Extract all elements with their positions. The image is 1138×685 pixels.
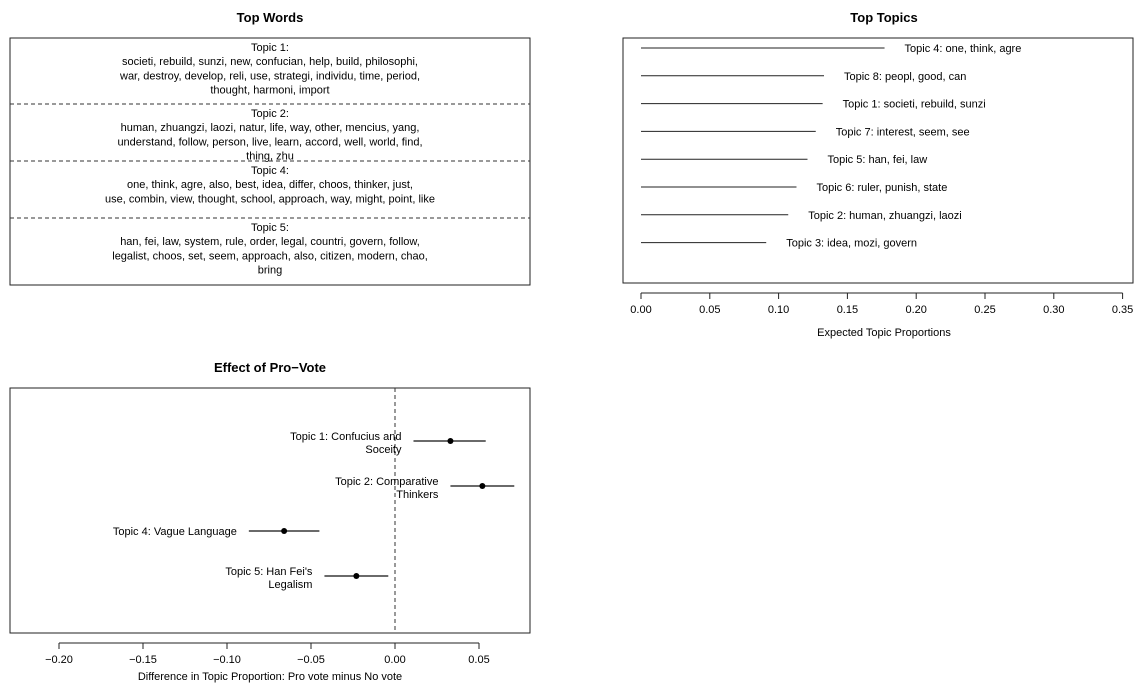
x-tick-label: −0.10 xyxy=(213,654,241,666)
effect-topic-label: Topic 1: Confucius and xyxy=(290,431,401,443)
effect-x-label: Difference in Topic Proportion: Pro vote… xyxy=(138,671,402,683)
x-tick-label: 0.30 xyxy=(1043,304,1064,316)
topic-proportion-label: Topic 7: interest, seem, see xyxy=(836,126,970,138)
topic-word-line: legalist, choos, set, seem, approach, al… xyxy=(112,250,428,262)
x-tick-label: 0.00 xyxy=(630,304,651,316)
top-words-title: Top Words xyxy=(237,10,304,25)
x-tick-label: 0.15 xyxy=(837,304,858,316)
top-words-list: Topic 1: societi, rebuild, sunzi, new, co… xyxy=(10,42,530,277)
top-topics-x-axis: 0.00 0.05 0.10 0.15 0.20 0.25 0.30 0.35 xyxy=(630,292,1133,316)
topic-proportion-label: Topic 5: han, fei, law xyxy=(827,154,927,166)
top-words-panel: Top Words Topic 1: societi, rebuild, sunz… xyxy=(9,10,531,286)
x-tick-label: 0.00 xyxy=(384,654,405,666)
topic-word-line: han, fei, law, system, rule, order, lega… xyxy=(120,236,420,248)
effect-topic-label: Topic 2: Comparative xyxy=(335,476,438,488)
topic-word-heading: Topic 2: xyxy=(251,108,289,120)
topic-word-heading: Topic 4: xyxy=(251,165,289,177)
x-tick-label: 0.05 xyxy=(468,654,489,666)
topic-proportion-label: Topic 8: peopl, good, can xyxy=(844,71,966,83)
topic-word-line: use, combin, view, thought, school, appr… xyxy=(105,193,435,205)
top-topics-frame xyxy=(622,37,1134,284)
effect-point-estimate xyxy=(479,483,486,489)
topic-word-line: thing, zhu xyxy=(246,151,294,163)
effect-point-estimate xyxy=(447,438,454,444)
topic-word-heading: Topic 1: xyxy=(251,42,289,54)
effect-frame xyxy=(9,387,531,634)
effect-point-estimate xyxy=(353,573,360,579)
top-topics-bars: Topic 4: one, think, agre Topic 8: peopl,… xyxy=(641,43,1021,250)
topic-word-line: thought, harmoni, import xyxy=(210,85,329,97)
topic-proportion-label: Topic 1: societi, rebuild, sunzi xyxy=(843,99,986,111)
x-tick-label: −0.20 xyxy=(45,654,73,666)
effect-topic-label: Legalism xyxy=(268,579,312,591)
x-tick-label: −0.05 xyxy=(297,654,325,666)
topic-word-line: war, destroy, develop, reli, use, strate… xyxy=(119,70,420,82)
x-tick-label: 0.10 xyxy=(768,304,789,316)
x-tick-label: 0.25 xyxy=(974,304,995,316)
effect-topic-label: Thinkers xyxy=(396,489,439,501)
x-tick-label: 0.35 xyxy=(1112,304,1133,316)
topic-word-line: human, zhuangzi, laozi, natur, life, way… xyxy=(121,122,420,134)
x-tick-label: 0.05 xyxy=(699,304,720,316)
topic-proportion-label: Topic 6: ruler, punish, state xyxy=(816,182,947,194)
topic-proportion-label: Topic 3: idea, mozi, govern xyxy=(786,238,917,250)
top-topics-title: Top Topics xyxy=(850,10,917,25)
effect-point-estimate xyxy=(281,528,288,534)
effect-topic-label: Topic 4: Vague Language xyxy=(113,526,237,538)
topic-proportion-label: Topic 4: one, think, agre xyxy=(905,43,1022,55)
topic-word-line: one, think, agre, also, best, idea, diff… xyxy=(127,179,413,191)
topic-word-line: societi, rebuild, sunzi, new, confucian,… xyxy=(122,56,418,68)
top-topics-x-label: Expected Topic Proportions xyxy=(817,327,951,339)
topic-word-line: bring xyxy=(258,265,282,277)
x-tick-label: −0.15 xyxy=(129,654,157,666)
top-topics-panel: Top Topics Topic 4: one, think, agreTopi… xyxy=(622,10,1134,339)
effect-title: Effect of Pro−Vote xyxy=(214,360,326,375)
topic-proportion-label: Topic 2: human, zhuangzi, laozi xyxy=(808,210,961,222)
x-tick-label: 0.20 xyxy=(905,304,926,316)
effect-panel: Effect of Pro−Vote Topic 1: Confucius an… xyxy=(9,360,531,683)
effect-x-axis: −0.20 −0.15 −0.10 −0.05 0.00 0.05 xyxy=(45,642,490,666)
topic-word-heading: Topic 5: xyxy=(251,222,289,234)
effect-topic-label: Soceity xyxy=(365,444,402,456)
effect-topic-label: Topic 5: Han Fei's xyxy=(225,566,313,578)
topic-word-line: understand, follow, person, live, learn,… xyxy=(117,136,422,148)
